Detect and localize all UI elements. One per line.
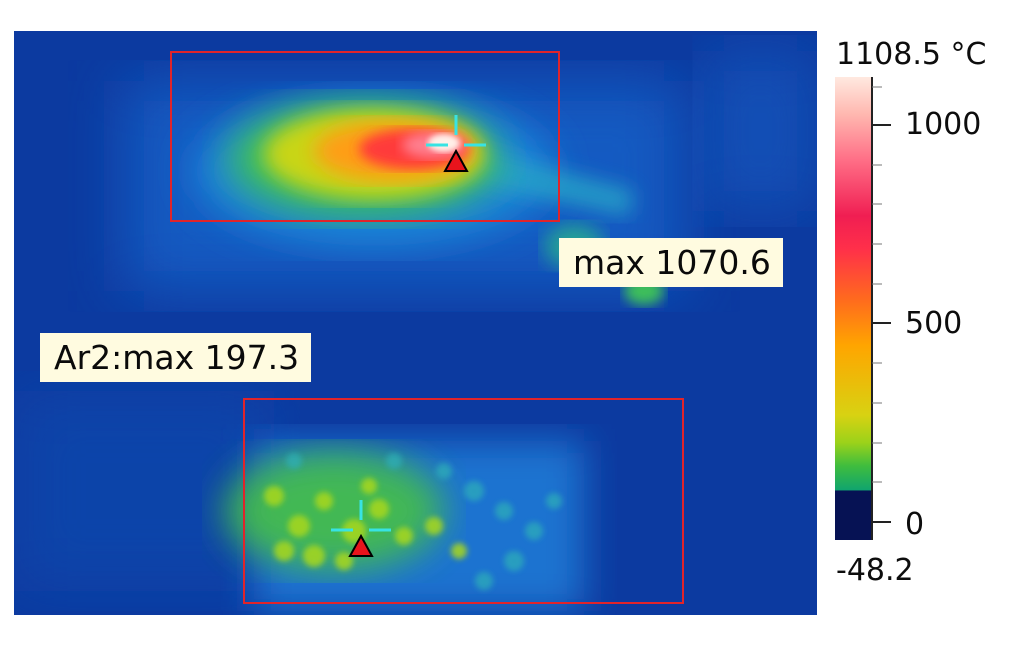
scale-tick-label: 0 <box>905 507 925 542</box>
color-scale-bar <box>835 77 871 540</box>
max-temperature-label: max 1070.6 <box>559 238 783 287</box>
region-box-top[interactable] <box>170 51 560 222</box>
scale-min-label: -48.2 <box>836 553 914 588</box>
scale-max-label: 1108.5 °C <box>836 37 987 72</box>
scale-tick-label: 1000 <box>905 107 982 142</box>
max-marker-bottom-icon <box>331 500 391 560</box>
scale-tick-label: 500 <box>905 306 963 341</box>
thermal-image <box>14 31 817 615</box>
area2-max-label: Ar2:max 197.3 <box>40 333 312 382</box>
max-marker-top-icon <box>426 115 486 175</box>
scale-ticks <box>871 77 895 540</box>
region-box-bottom[interactable] <box>243 398 684 604</box>
